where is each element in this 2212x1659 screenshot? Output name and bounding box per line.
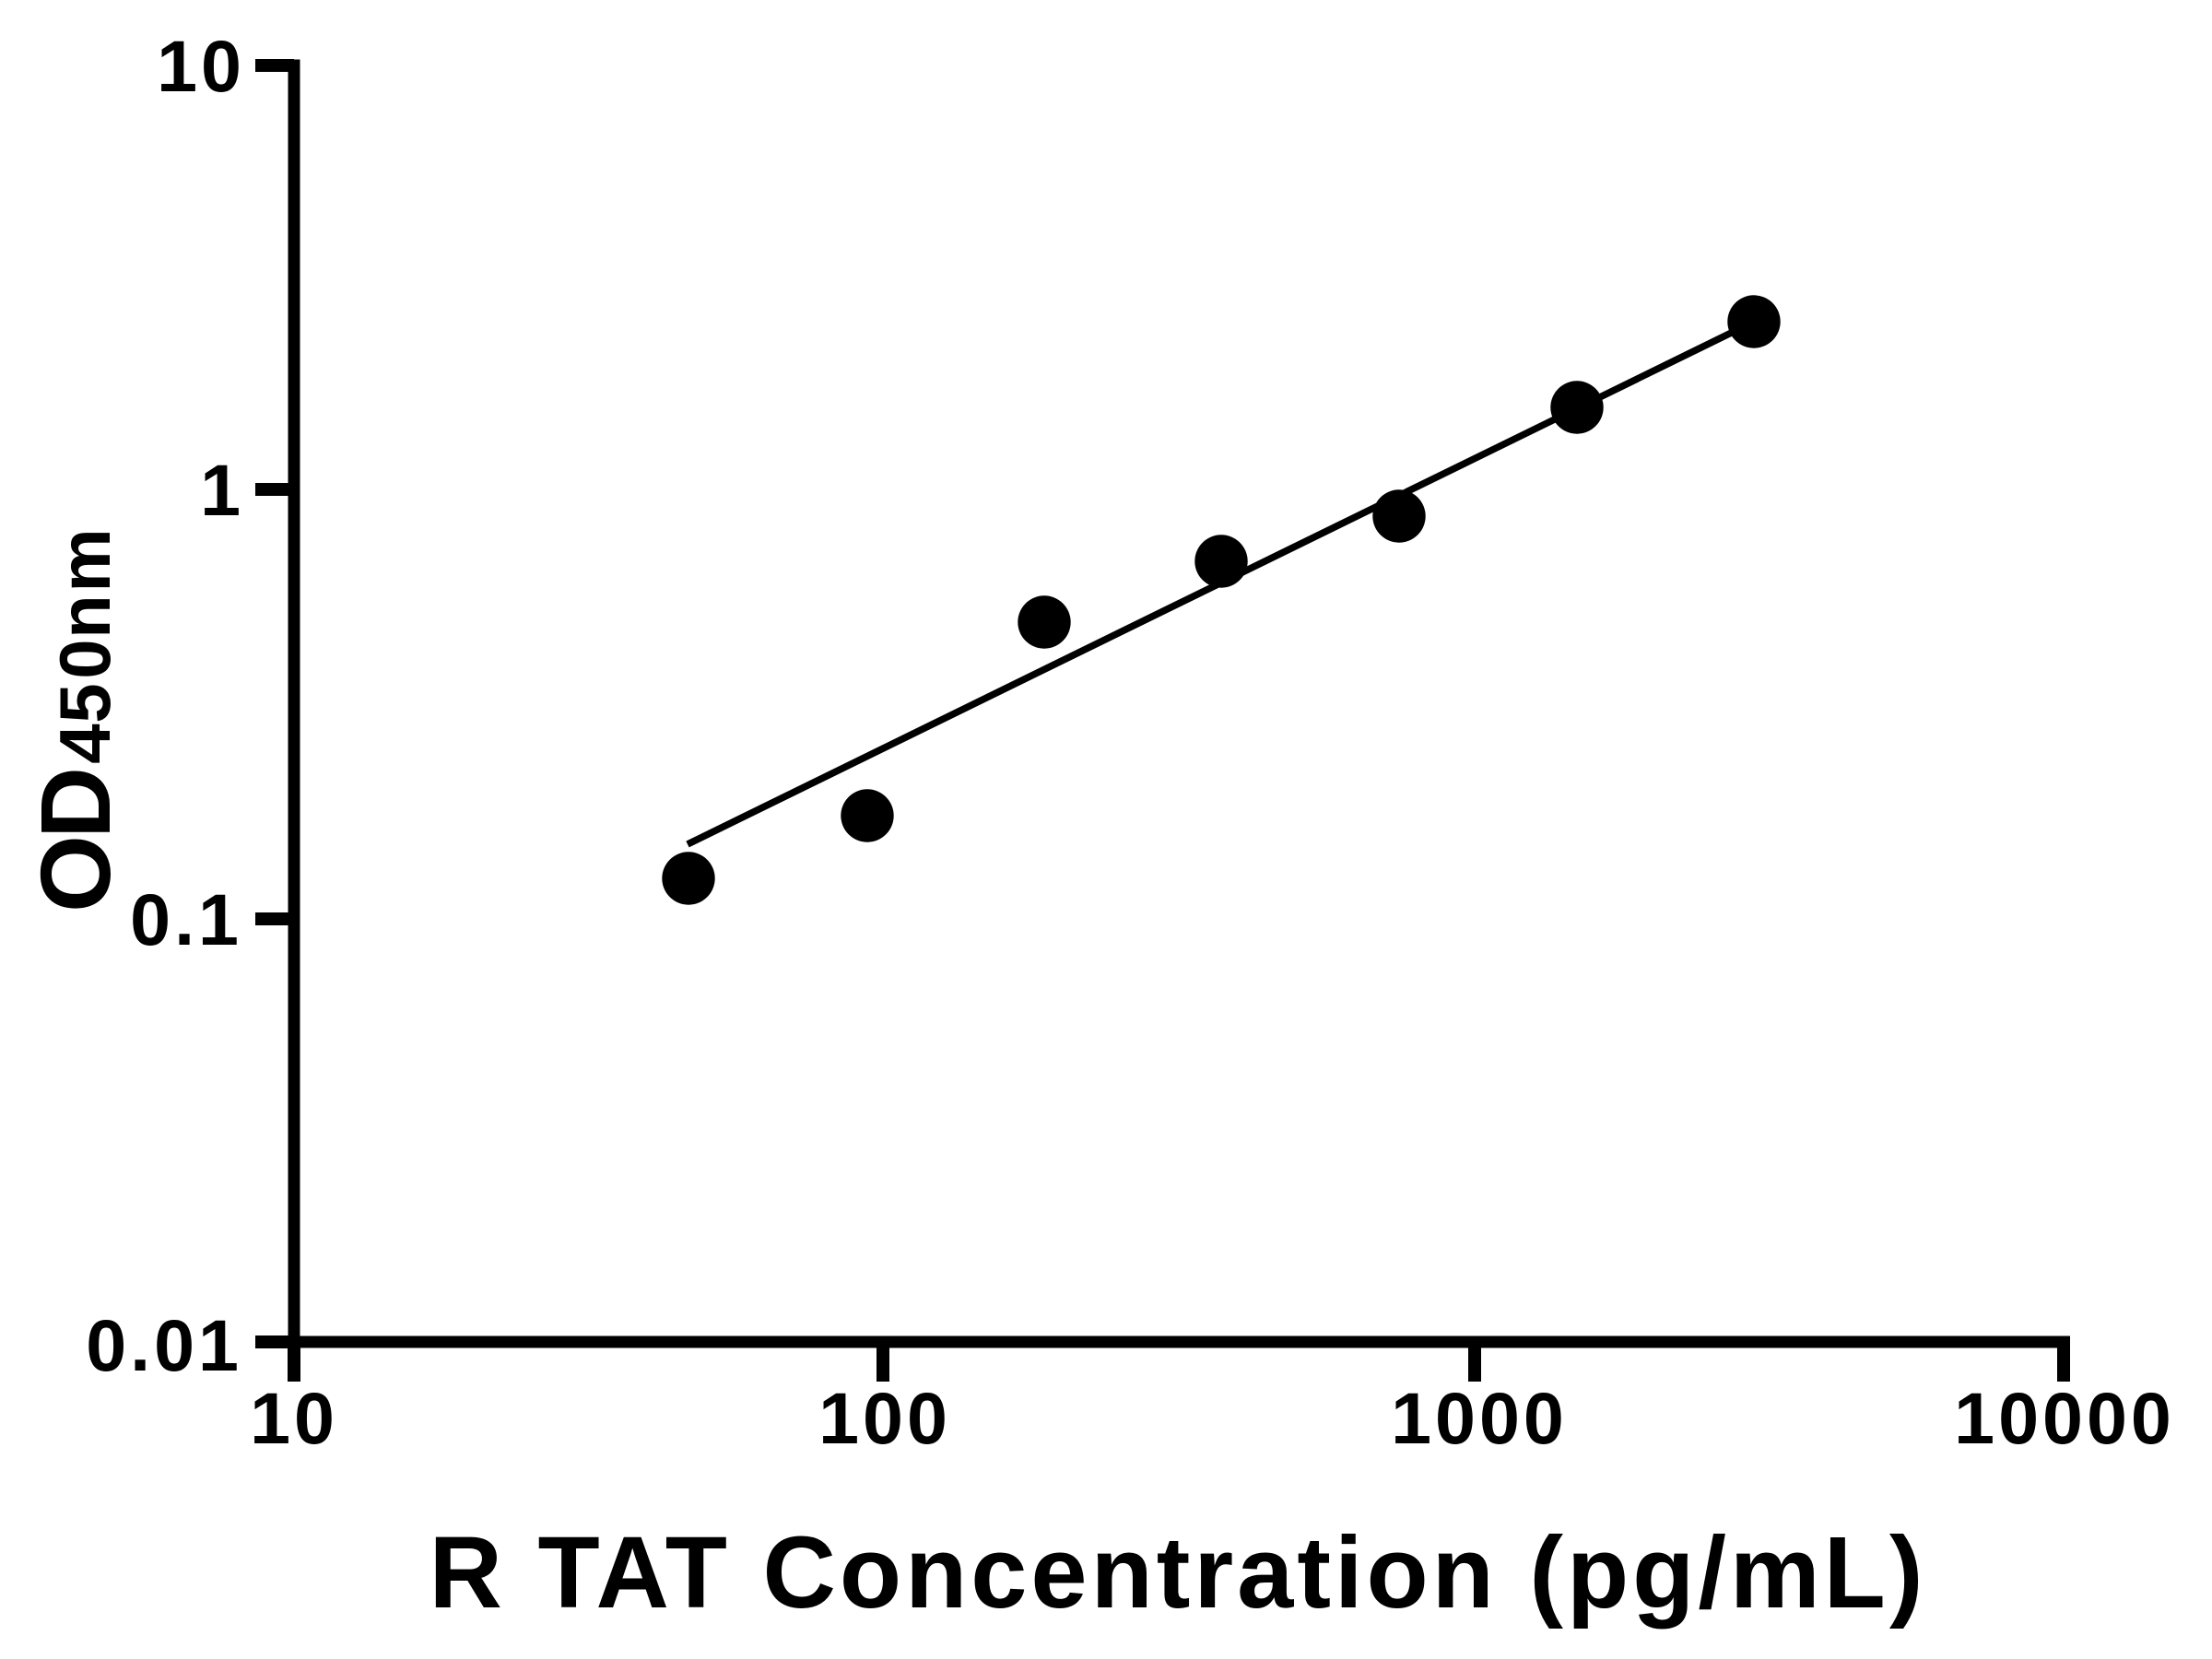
svg-text:4: 4 [44, 724, 125, 763]
svg-text:100: 100 [818, 1377, 951, 1459]
svg-text:10000: 10000 [1954, 1377, 2175, 1459]
svg-text:0.1: 0.1 [130, 878, 242, 960]
svg-text:1: 1 [200, 449, 244, 531]
svg-text:5: 5 [44, 683, 125, 723]
svg-text:R TAT Concentration (pg/mL): R TAT Concentration (pg/mL) [429, 1516, 1924, 1630]
svg-text:D: D [19, 767, 131, 839]
svg-text:m: m [44, 528, 125, 592]
svg-text:1000: 1000 [1391, 1377, 1568, 1459]
svg-text:10: 10 [250, 1377, 338, 1459]
svg-text:0: 0 [44, 639, 125, 678]
svg-text:O: O [19, 835, 131, 912]
svg-text:n: n [44, 594, 125, 639]
svg-text:0.01: 0.01 [86, 1304, 242, 1386]
svg-text:10: 10 [157, 25, 245, 107]
